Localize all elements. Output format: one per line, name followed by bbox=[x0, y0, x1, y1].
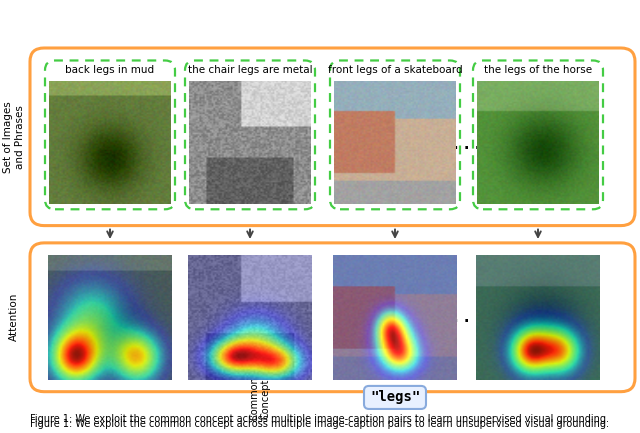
FancyBboxPatch shape bbox=[45, 61, 175, 209]
Text: . . .: . . . bbox=[453, 310, 480, 325]
Text: Set of Images
and Phrases: Set of Images and Phrases bbox=[3, 101, 25, 173]
FancyBboxPatch shape bbox=[473, 61, 603, 209]
Text: front legs of a skateboard: front legs of a skateboard bbox=[328, 65, 462, 75]
Text: Figure 1: We exploit the common concept across multiple image-caption pairs to l: Figure 1: We exploit the common concept … bbox=[31, 419, 609, 429]
Text: the chair legs are metal: the chair legs are metal bbox=[188, 65, 312, 75]
Text: Common
Concept: Common Concept bbox=[249, 377, 271, 420]
Text: Figure 1: We exploit the common concept across multiple image-caption pairs to l: Figure 1: We exploit the common concept … bbox=[31, 414, 609, 424]
Text: "legs": "legs" bbox=[370, 391, 420, 404]
Text: Attention: Attention bbox=[9, 293, 19, 342]
Text: the legs of the horse: the legs of the horse bbox=[484, 65, 592, 75]
Text: . . .: . . . bbox=[453, 137, 480, 152]
FancyBboxPatch shape bbox=[330, 61, 460, 209]
Text: back legs in mud: back legs in mud bbox=[65, 65, 155, 75]
FancyBboxPatch shape bbox=[364, 386, 426, 409]
FancyBboxPatch shape bbox=[185, 61, 315, 209]
